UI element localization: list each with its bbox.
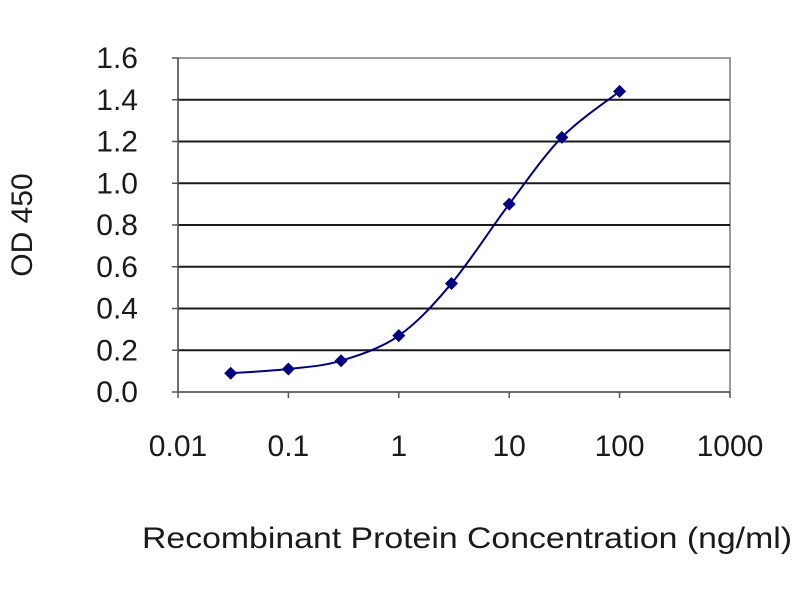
y-tick-label: 1.2 (96, 126, 138, 159)
x-axis-title: Recombinant Protein Concentration (ng/ml… (142, 522, 792, 555)
data-point (334, 354, 348, 368)
x-tick-label: 1000 (697, 430, 764, 463)
x-tick-label: 10 (493, 430, 526, 463)
series (224, 84, 627, 380)
y-tick-label: 0.2 (96, 334, 138, 367)
data-point (502, 197, 516, 211)
y-tick-label: 0.0 (96, 376, 138, 409)
y-tick-label: 1.4 (96, 84, 138, 117)
data-point (224, 366, 238, 380)
y-tick-labels: 0.0 0.2 0.4 0.6 0.8 1.0 1.2 1.4 1.6 (96, 42, 138, 409)
x-tick-label: 1 (390, 430, 407, 463)
y-tick-label: 0.4 (96, 293, 138, 326)
y-tick-label: 1.0 (96, 167, 138, 200)
data-point (444, 276, 458, 290)
axes (172, 57, 731, 398)
x-tick-label: 100 (595, 430, 645, 463)
y-tick-label: 1.6 (96, 42, 138, 75)
data-point (613, 84, 627, 98)
x-tick-label: 0.01 (149, 430, 207, 463)
grid-lines (178, 98, 730, 352)
x-tick-label: 0.1 (268, 430, 310, 463)
y-tick-label: 0.6 (96, 251, 138, 284)
x-tick-labels: 0.01 0.1 1 10 100 1000 (149, 430, 764, 463)
series-line (230, 90, 621, 375)
y-tick-label: 0.8 (96, 209, 138, 242)
data-point (281, 362, 295, 376)
data-point (555, 130, 569, 144)
y-axis-title: OD 450 (6, 173, 39, 276)
data-point (392, 329, 406, 343)
